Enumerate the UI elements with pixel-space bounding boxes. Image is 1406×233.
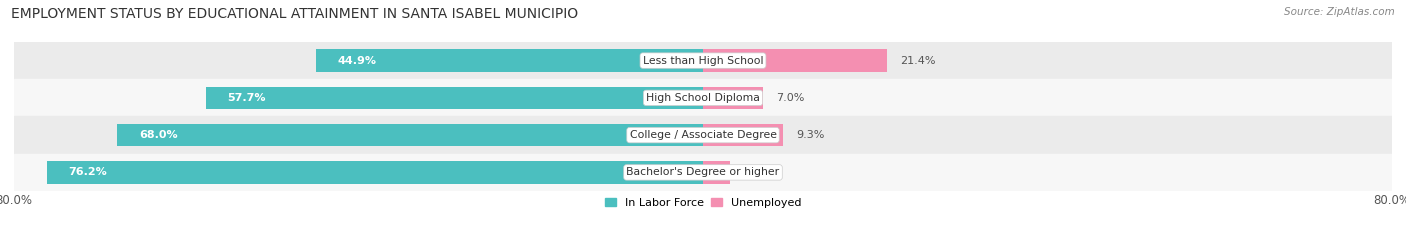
Text: Bachelor's Degree or higher: Bachelor's Degree or higher [627, 168, 779, 177]
Bar [207, 87, 703, 109]
Text: 76.2%: 76.2% [69, 168, 107, 177]
Text: 3.1%: 3.1% [742, 168, 770, 177]
Text: Source: ZipAtlas.com: Source: ZipAtlas.com [1284, 7, 1395, 17]
Text: 57.7%: 57.7% [228, 93, 266, 103]
Bar [703, 49, 887, 72]
Bar [703, 161, 730, 184]
Text: 68.0%: 68.0% [139, 130, 177, 140]
Bar [703, 124, 783, 146]
Bar [316, 49, 703, 72]
Bar [14, 42, 1392, 79]
Text: EMPLOYMENT STATUS BY EDUCATIONAL ATTAINMENT IN SANTA ISABEL MUNICIPIO: EMPLOYMENT STATUS BY EDUCATIONAL ATTAINM… [11, 7, 578, 21]
Text: High School Diploma: High School Diploma [647, 93, 759, 103]
Text: 7.0%: 7.0% [776, 93, 804, 103]
Text: College / Associate Degree: College / Associate Degree [630, 130, 776, 140]
Bar [14, 116, 1392, 154]
Text: Less than High School: Less than High School [643, 56, 763, 65]
Text: 44.9%: 44.9% [337, 56, 377, 65]
Text: 9.3%: 9.3% [796, 130, 824, 140]
Bar [14, 154, 1392, 191]
Bar [703, 87, 763, 109]
Bar [46, 161, 703, 184]
Bar [14, 79, 1392, 116]
Legend: In Labor Force, Unemployed: In Labor Force, Unemployed [600, 193, 806, 212]
Bar [117, 124, 703, 146]
Text: 21.4%: 21.4% [900, 56, 936, 65]
